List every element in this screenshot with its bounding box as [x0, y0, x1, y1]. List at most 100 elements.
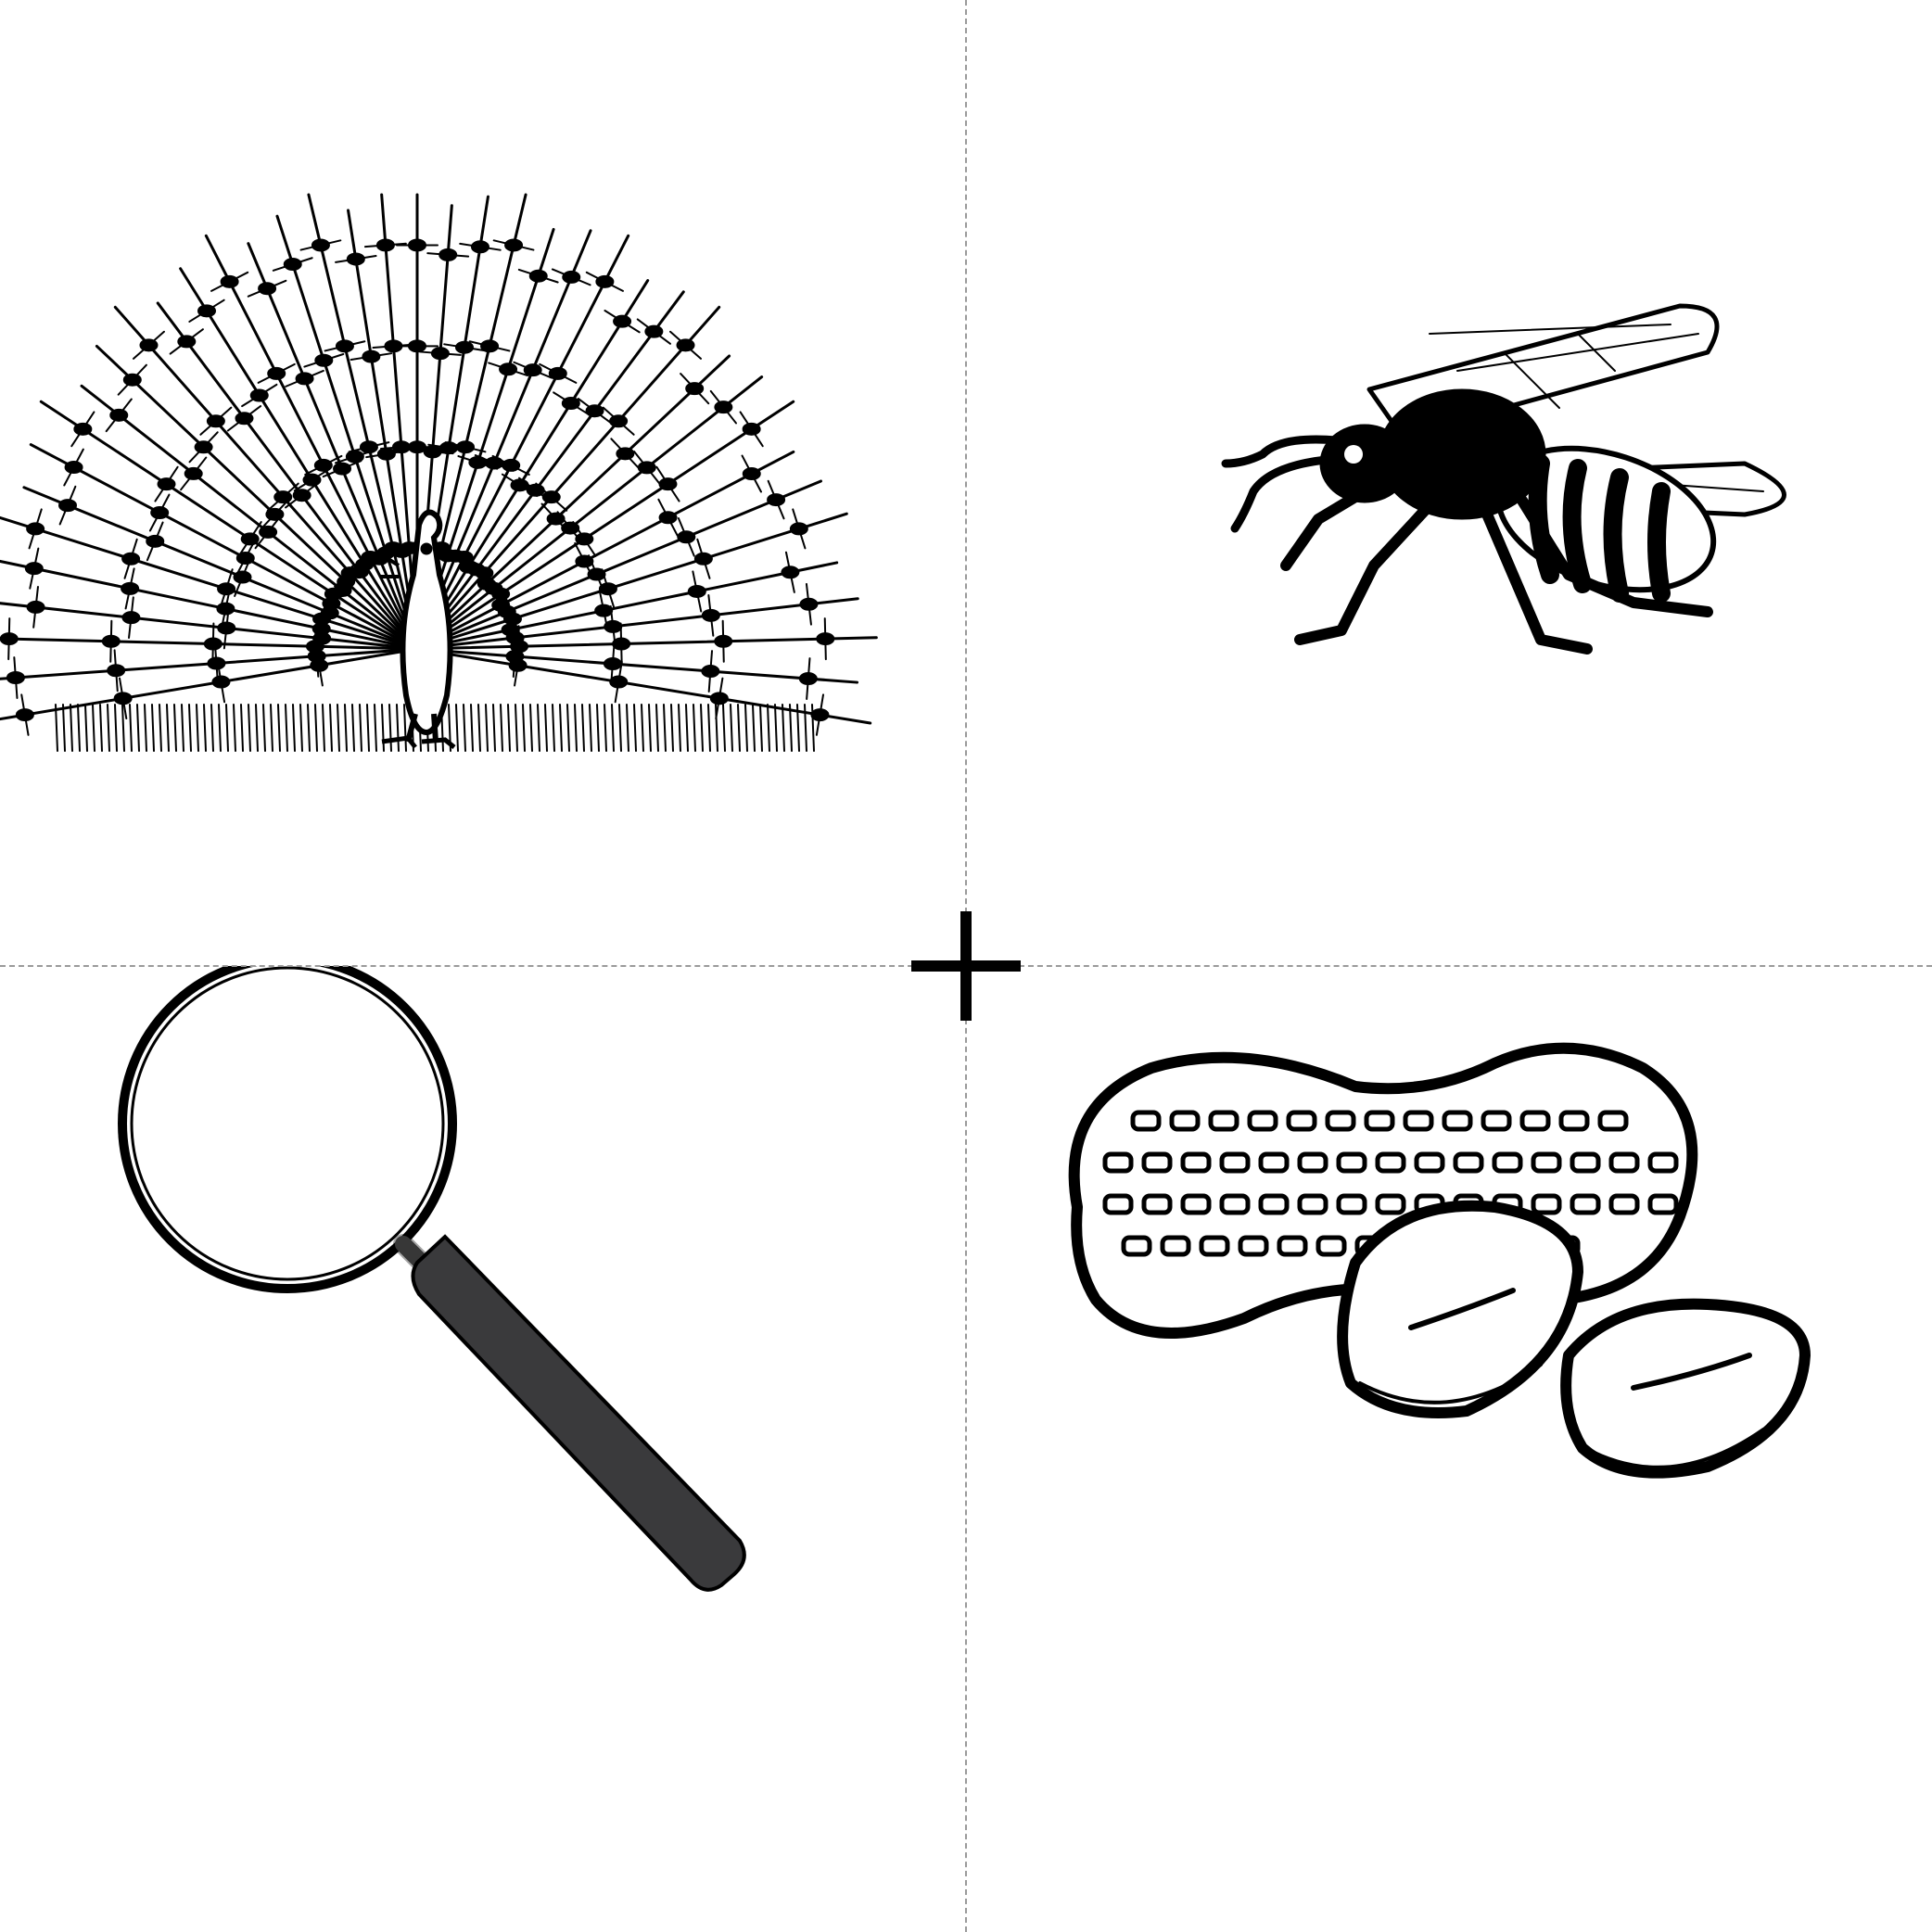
peacock-feather-shaft — [179, 267, 419, 651]
peanut-shell-cell — [1180, 1193, 1212, 1215]
peacock-feather-shaft — [29, 443, 419, 651]
peacock-feather-barb — [299, 239, 342, 251]
peacock-feather-shaft — [307, 193, 419, 651]
peacock-fringe — [136, 704, 140, 752]
peanut-shell-cell — [1208, 1110, 1239, 1132]
peanut-shell-cell — [1375, 1151, 1406, 1174]
peacock-fringe — [470, 704, 474, 752]
peacock-feather-barb — [426, 252, 470, 258]
peacock-fringe — [329, 704, 333, 752]
peacock-fringe — [262, 704, 266, 752]
bee-cell — [966, 0, 1932, 966]
peacock-feather-barb — [109, 619, 113, 663]
peacock-feather-barb — [235, 539, 257, 578]
peanut-shell-cell — [1247, 1110, 1278, 1132]
peacock-feather-shaft — [0, 515, 419, 651]
peacock-feather-barb — [322, 460, 362, 478]
peacock-fringe — [181, 704, 184, 752]
peacock-feather-barb — [169, 328, 204, 355]
peanut-shell-cell — [1325, 1110, 1356, 1132]
peacock-fringe — [537, 704, 540, 752]
peacock-fringe — [114, 704, 118, 752]
peacock-fringe — [381, 704, 385, 752]
peacock-feather-barb — [443, 343, 486, 352]
peacock-fringe — [804, 704, 807, 752]
peacock-fringe — [173, 704, 177, 752]
peacock-fringe — [307, 704, 311, 752]
peanut-shell-cell — [1160, 1235, 1191, 1257]
peacock-feather-barb — [784, 551, 795, 593]
peacock-feather-barb — [553, 391, 590, 415]
peacock-fringe — [544, 704, 548, 752]
peacock-feather-barb — [146, 521, 164, 562]
peacock-feather-barb — [636, 318, 671, 345]
peacock-feather-barb — [350, 352, 393, 362]
peacock-feather-barb — [119, 677, 128, 720]
peacock-feather-barb — [677, 516, 695, 557]
peacock-feather-shaft — [415, 512, 848, 651]
peanut-shell-cell — [1121, 1235, 1152, 1257]
peacock-feather-barb — [63, 448, 84, 487]
peacock-feather-barb — [805, 582, 812, 626]
peacock-feather-shaft — [0, 647, 419, 721]
peacock-feather-barb — [619, 622, 623, 666]
peacock-feather-barb — [696, 538, 711, 579]
peacock-feather-barb — [29, 547, 40, 590]
peacock-fringe — [782, 704, 785, 752]
peacock-feather-shaft — [415, 647, 872, 725]
peacock-feather-shaft — [415, 479, 822, 651]
peacock-fringe — [529, 704, 533, 752]
peacock-fringe — [366, 704, 370, 752]
peacock-fringe — [730, 704, 733, 752]
peacock-fringe — [351, 704, 355, 752]
peacock-fringe — [559, 704, 563, 752]
peacock-fringe — [121, 704, 125, 752]
peacock-feather-shaft — [204, 234, 419, 651]
peacock-feather-barb — [715, 677, 724, 720]
peacock-feather-barb — [123, 538, 138, 579]
peacock-fringe — [99, 704, 103, 752]
peacock-feather-barb — [372, 343, 415, 350]
peacock-fringe — [492, 704, 496, 752]
peacock-feather-shaft — [415, 229, 592, 651]
peacock-fringe — [70, 704, 73, 752]
peacock-fringe — [759, 704, 763, 752]
peacock-feather-barb — [348, 441, 390, 453]
peacock-fringe — [552, 704, 555, 752]
peacock-feather-barb — [514, 644, 523, 687]
peanut-shell-cell — [1316, 1235, 1347, 1257]
peacock-fringe — [774, 704, 778, 752]
peacock-feather-barb — [220, 588, 231, 630]
peanut-shell-cell — [1141, 1151, 1173, 1174]
peacock-feather-shaft — [415, 450, 795, 651]
peacock-feather-barb — [272, 257, 313, 272]
peacock-fringe — [299, 704, 303, 752]
peacock-icon — [0, 193, 878, 752]
peacock-feather-barb — [709, 389, 737, 425]
peacock-fringe — [240, 704, 244, 752]
peacock-fringe — [744, 704, 748, 752]
peacock-fringe — [663, 704, 667, 752]
peanut-shell-cell — [1297, 1193, 1328, 1215]
peacock-fringe — [396, 704, 400, 752]
bee-icon — [1221, 303, 1786, 655]
peacock-feather-barb — [806, 657, 811, 700]
peacock-fringe — [77, 704, 81, 752]
peacock-feather-barb — [539, 362, 578, 384]
magnifying-glass-cell — [0, 966, 966, 1932]
peacock-fringe — [522, 704, 526, 752]
peacock-fringe — [581, 704, 585, 752]
peacock-fringe — [500, 704, 503, 752]
peacock-feather-barb — [491, 454, 530, 476]
peacock-fringe — [248, 704, 251, 752]
peacock-feather-barb — [707, 593, 715, 637]
peacock-fringe — [477, 704, 481, 752]
peacock-feather-barb — [792, 508, 807, 550]
peacock-feather-barb — [572, 521, 597, 557]
peacock-fringe — [455, 704, 459, 752]
peacock-feather-barb — [285, 369, 324, 388]
peanut-shell-cell — [1558, 1110, 1590, 1132]
peacock-feather-barb — [324, 340, 366, 352]
peacock-feather-shaft — [22, 486, 419, 651]
peacock-fringe — [626, 704, 629, 752]
